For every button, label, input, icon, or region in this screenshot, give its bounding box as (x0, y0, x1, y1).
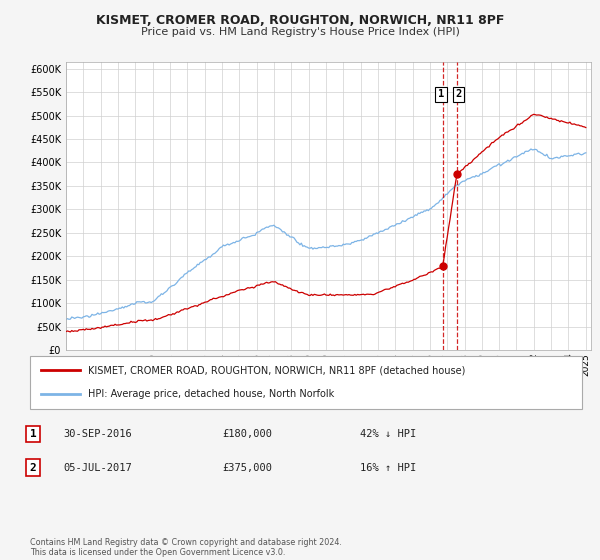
FancyBboxPatch shape (30, 356, 582, 409)
Text: Price paid vs. HM Land Registry's House Price Index (HPI): Price paid vs. HM Land Registry's House … (140, 27, 460, 37)
Text: 16% ↑ HPI: 16% ↑ HPI (360, 463, 416, 473)
Text: 2: 2 (455, 90, 461, 100)
Text: 1: 1 (29, 429, 37, 439)
Text: HPI: Average price, detached house, North Norfolk: HPI: Average price, detached house, Nort… (88, 389, 334, 399)
Text: KISMET, CROMER ROAD, ROUGHTON, NORWICH, NR11 8PF: KISMET, CROMER ROAD, ROUGHTON, NORWICH, … (96, 14, 504, 27)
Text: 1: 1 (438, 90, 444, 100)
Text: Contains HM Land Registry data © Crown copyright and database right 2024.
This d: Contains HM Land Registry data © Crown c… (30, 538, 342, 557)
Text: £375,000: £375,000 (222, 463, 272, 473)
Text: 30-SEP-2016: 30-SEP-2016 (63, 429, 132, 439)
Text: 42% ↓ HPI: 42% ↓ HPI (360, 429, 416, 439)
Text: 05-JUL-2017: 05-JUL-2017 (63, 463, 132, 473)
Text: £180,000: £180,000 (222, 429, 272, 439)
Text: 2: 2 (29, 463, 37, 473)
Text: KISMET, CROMER ROAD, ROUGHTON, NORWICH, NR11 8PF (detached house): KISMET, CROMER ROAD, ROUGHTON, NORWICH, … (88, 366, 466, 376)
